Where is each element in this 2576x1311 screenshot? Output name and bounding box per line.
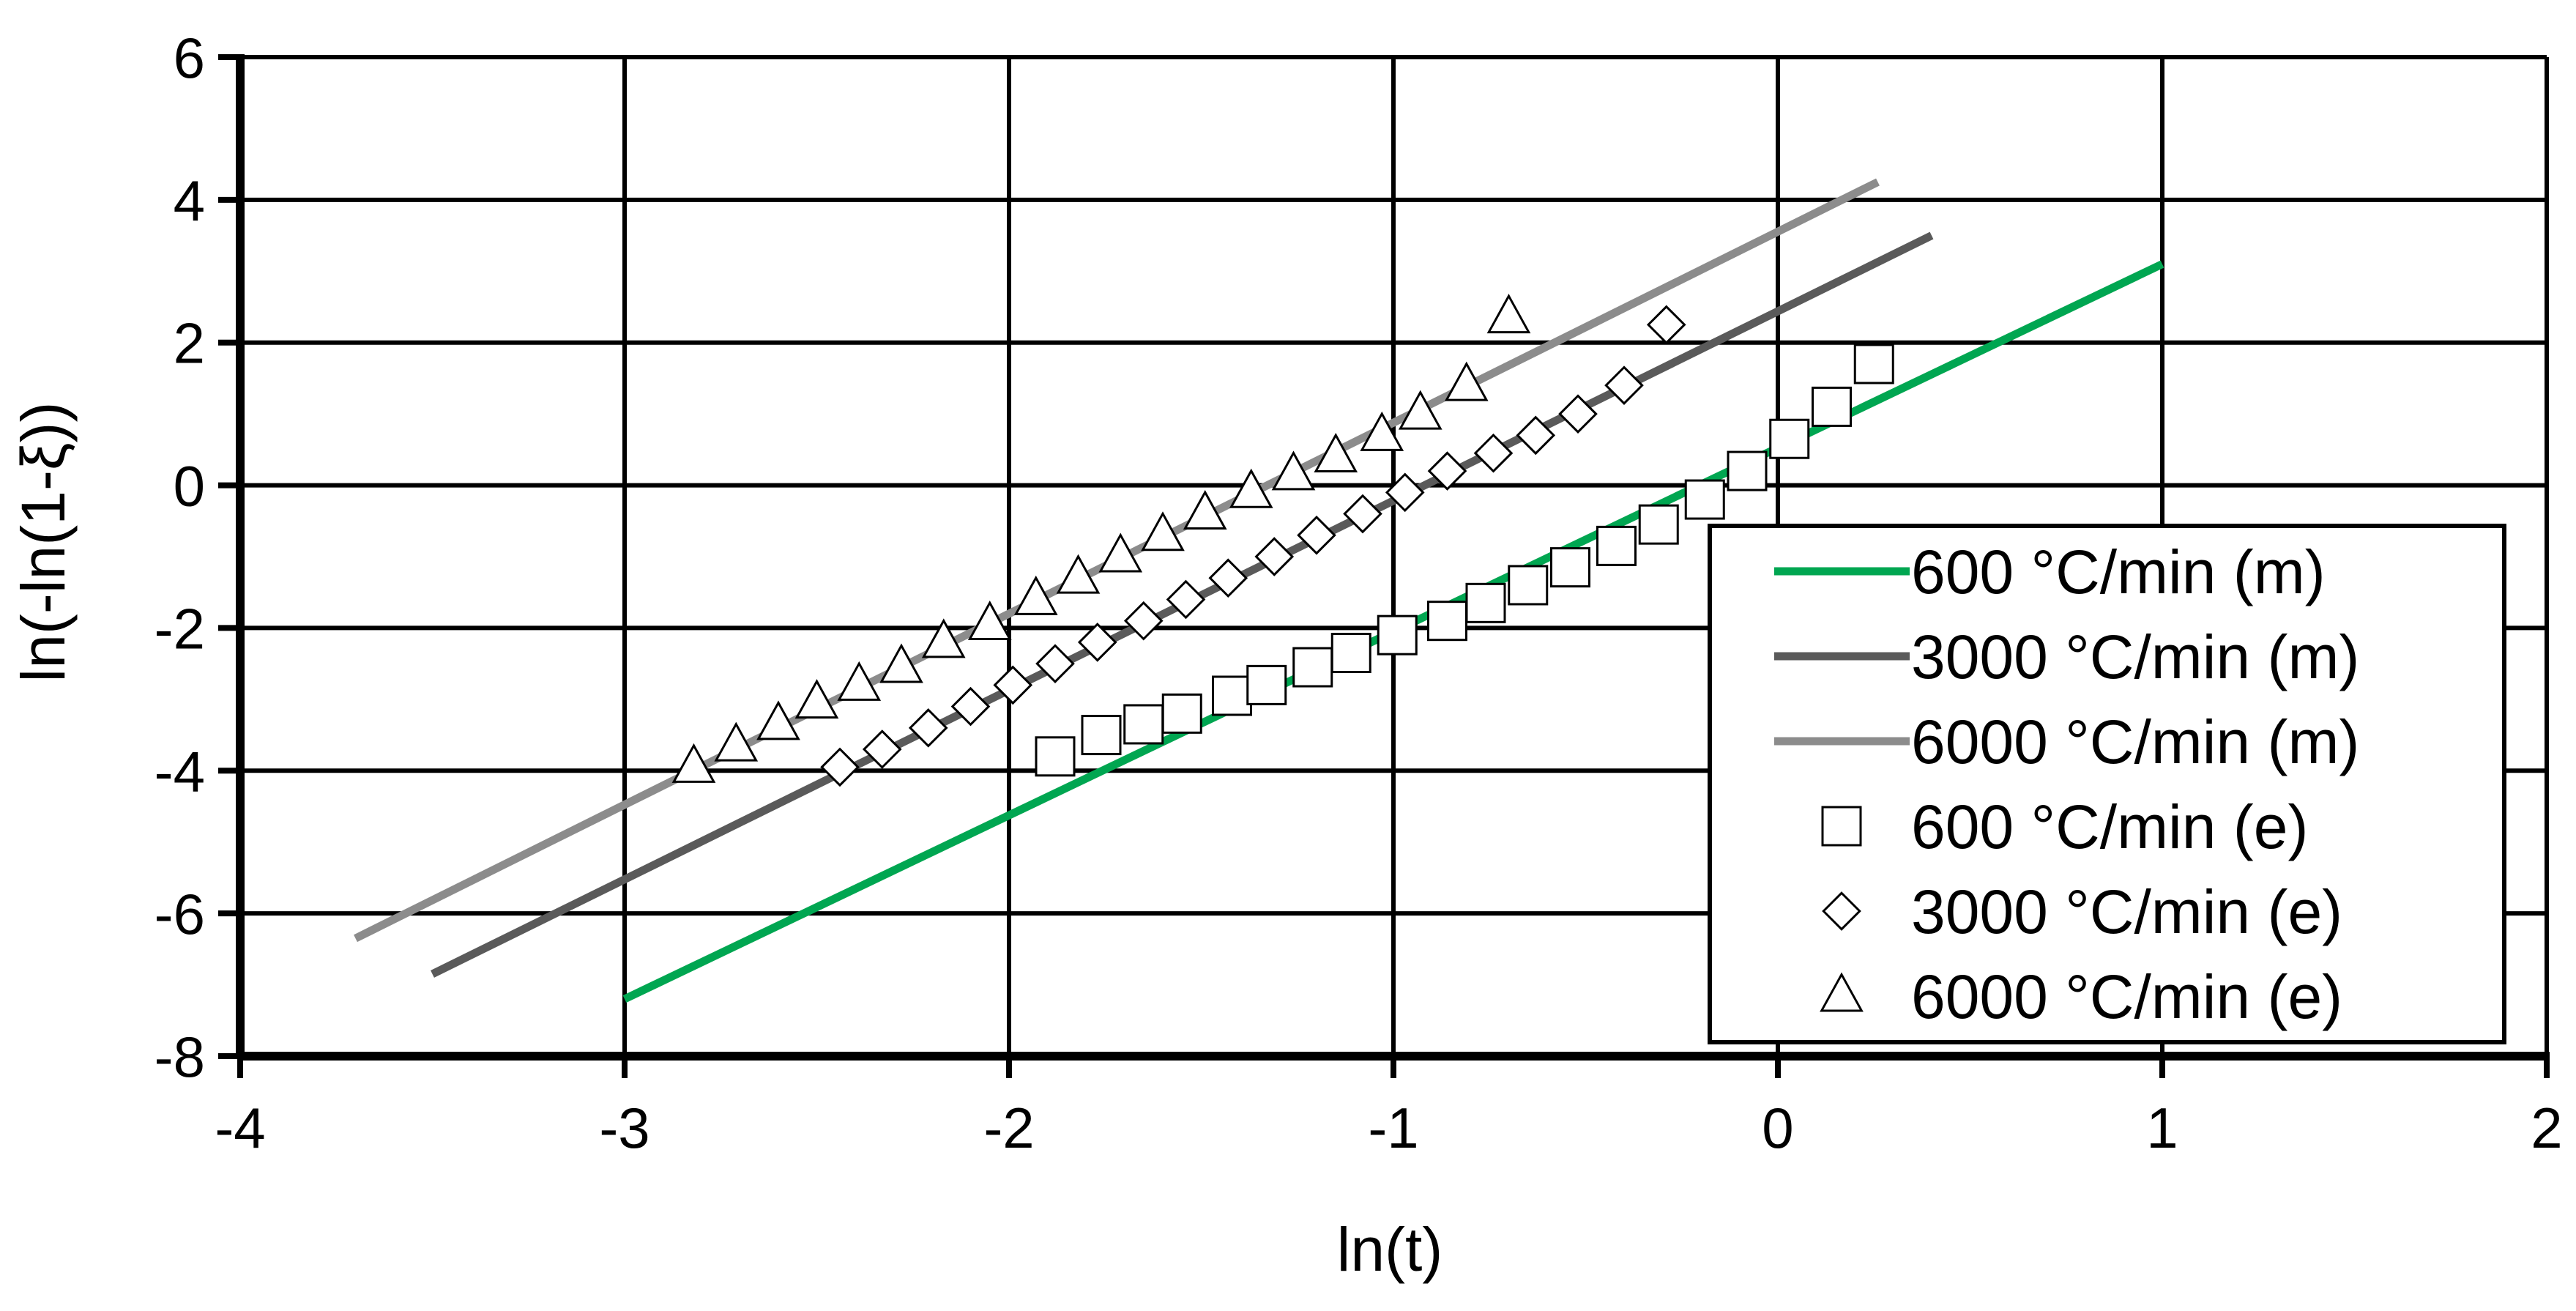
data-point-square — [1727, 450, 1768, 491]
y-tick-label: -6 — [155, 882, 205, 946]
data-point-square — [1638, 504, 1679, 545]
data-point-triangle — [1098, 532, 1143, 573]
data-point-square — [1684, 479, 1725, 520]
data-point-square — [1769, 418, 1810, 459]
data-point-diamond — [1297, 515, 1336, 555]
y-tick-label: 2 — [174, 311, 205, 376]
data-point-triangle — [1486, 294, 1531, 334]
legend-swatch-diamond — [1822, 891, 1861, 931]
y-tick-label: 0 — [174, 454, 205, 519]
data-point-diamond — [1385, 472, 1425, 513]
data-point-triangle — [967, 601, 1012, 641]
data-point-diamond — [908, 708, 948, 748]
data-point-diamond — [1604, 365, 1644, 405]
data-point-square — [1465, 582, 1506, 623]
data-point-triangle — [794, 679, 839, 719]
data-point-triangle — [1229, 468, 1273, 508]
data-point-diamond — [993, 665, 1033, 705]
data-point-triangle — [1314, 433, 1358, 473]
data-point-triangle — [1013, 575, 1058, 615]
data-point-square — [1508, 565, 1549, 606]
series-markers-4 — [1035, 343, 1894, 777]
legend-label: 600 °C/min (e) — [1911, 792, 2308, 861]
data-point-diamond — [862, 729, 902, 769]
y-tick-label: -8 — [155, 1025, 205, 1089]
series-markers-5 — [820, 305, 1686, 787]
data-point-diamond — [1558, 394, 1598, 434]
x-tick-label: -4 — [215, 1096, 265, 1160]
data-point-diamond — [1343, 494, 1382, 534]
tick-labels: -4 -3 -2 -1 0 1 2 -8 -6 -4 -2 0 2 4 6 — [155, 26, 2563, 1160]
data-point-square — [1123, 704, 1164, 745]
data-point-triangle — [1141, 511, 1185, 551]
data-point-triangle — [921, 618, 966, 658]
data-point-square — [1377, 614, 1418, 656]
data-point-triangle — [1271, 450, 1316, 491]
data-point-triangle — [1398, 390, 1443, 430]
data-point-square — [1081, 715, 1122, 756]
legend-label: 3000 °C/min (m) — [1911, 623, 2359, 691]
series-markers-6 — [671, 294, 1531, 783]
data-point-diamond — [1035, 644, 1075, 683]
data-point-diamond — [1646, 305, 1686, 345]
data-point-triangle — [879, 643, 923, 683]
legend-swatch-square — [1821, 806, 1862, 847]
data-point-diamond — [1077, 623, 1117, 662]
y-tick-label: 4 — [174, 168, 205, 233]
data-point-diamond — [1516, 415, 1556, 456]
data-point-diamond — [1427, 451, 1467, 491]
data-point-square — [1812, 386, 1852, 427]
data-point-diamond — [1473, 433, 1514, 473]
legend-box — [1708, 524, 2506, 1044]
data-point-diamond — [1166, 579, 1206, 620]
legend: 600 °C/min (m) 3000 °C/min (m) 6000 °C/min… — [1708, 524, 2506, 1044]
data-point-square — [1596, 525, 1637, 566]
legend-label: 600 °C/min (m) — [1911, 538, 2326, 606]
data-point-diamond — [820, 747, 860, 787]
series-markers — [671, 294, 1894, 787]
data-point-square — [1330, 633, 1371, 674]
data-point-square — [1550, 547, 1590, 588]
data-point-triangle — [756, 700, 800, 740]
data-point-diamond — [950, 686, 991, 727]
legend-label: 3000 °C/min (e) — [1911, 877, 2342, 946]
legend-label: 6000 °C/min (e) — [1911, 962, 2342, 1031]
y-tick-label: 6 — [174, 26, 205, 90]
legend-swatch-triangle — [1820, 972, 1864, 1012]
data-point-square — [1035, 736, 1076, 777]
data-point-square — [1212, 675, 1252, 716]
data-point-square — [1161, 693, 1202, 734]
y-axis-title: ln(-ln(1-ξ)) — [9, 402, 78, 683]
data-point-square — [1246, 664, 1287, 705]
data-point-triangle — [714, 721, 759, 762]
data-point-diamond — [1208, 558, 1248, 598]
data-point-diamond — [1254, 537, 1295, 576]
data-point-triangle — [671, 743, 716, 783]
data-point-triangle — [1183, 489, 1227, 530]
x-tick-label: 2 — [2531, 1096, 2562, 1160]
data-point-triangle — [837, 661, 882, 701]
x-axis-title: ln(t) — [1337, 1215, 1443, 1284]
data-point-triangle — [1056, 554, 1101, 594]
data-point-diamond — [1123, 601, 1164, 641]
x-tick-label: 0 — [1762, 1096, 1793, 1160]
data-point-triangle — [1360, 411, 1404, 451]
x-tick-label: -2 — [983, 1096, 1034, 1160]
data-point-square — [1427, 601, 1467, 642]
data-point-square — [1292, 647, 1333, 688]
legend-label: 6000 °C/min (m) — [1911, 708, 2359, 776]
axes — [218, 54, 2550, 1078]
data-point-triangle — [1444, 361, 1489, 401]
x-tick-label: -1 — [1368, 1096, 1418, 1160]
y-tick-label: -2 — [155, 596, 205, 661]
x-tick-label: 1 — [2146, 1096, 2178, 1160]
data-point-square — [1853, 343, 1894, 385]
y-tick-label: -4 — [155, 739, 205, 803]
x-tick-label: -3 — [599, 1096, 649, 1160]
